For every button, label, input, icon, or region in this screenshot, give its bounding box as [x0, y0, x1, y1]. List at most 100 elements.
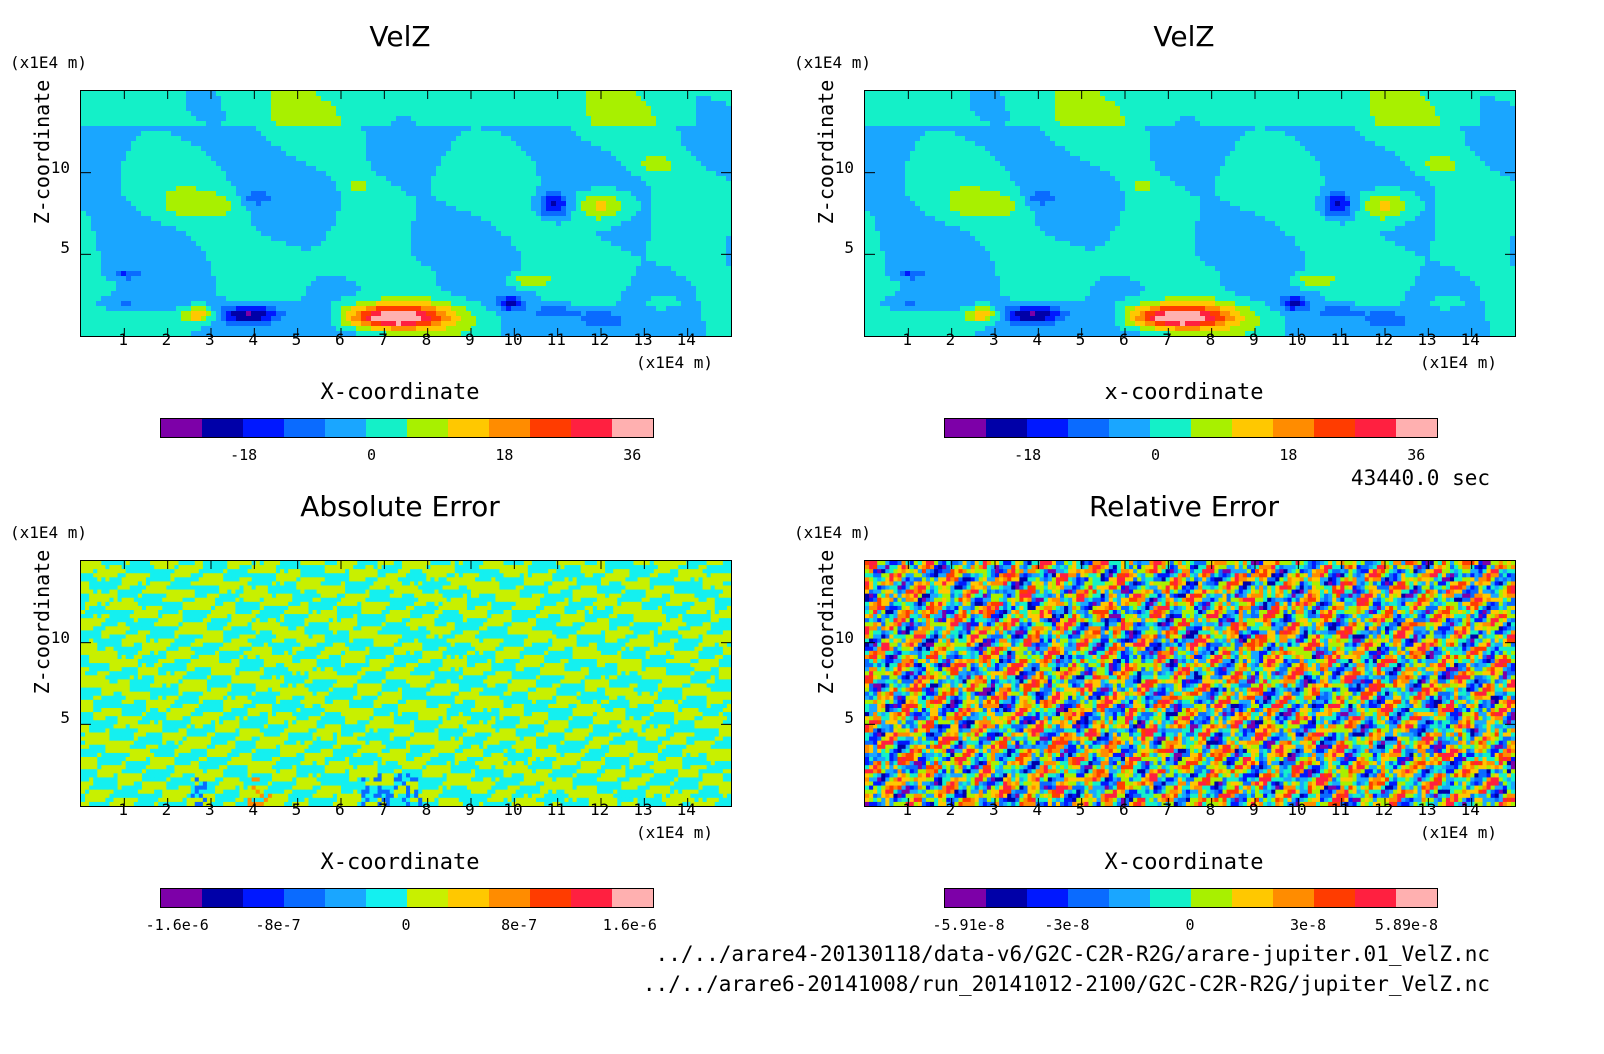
heatmap-cell: [581, 171, 587, 177]
heatmap-cell: [671, 196, 677, 202]
heatmap-cell: [436, 221, 442, 227]
heatmap-cell: [401, 126, 407, 132]
heatmap-cell: [596, 196, 602, 202]
heatmap-cell: [586, 266, 592, 272]
heatmap-cell: [611, 246, 617, 252]
heatmap-cell: [726, 226, 731, 232]
heatmap-cell: [446, 246, 452, 252]
heatmap-cell: [161, 216, 167, 222]
heatmap-cell: [586, 196, 592, 202]
heatmap-cell: [411, 206, 417, 212]
heatmap-cell: [301, 126, 307, 132]
heatmap-cell: [596, 181, 602, 187]
heatmap-cell: [656, 251, 662, 257]
heatmap-cell: [556, 266, 562, 272]
heatmap-cell: [91, 181, 97, 187]
heatmap-cell: [621, 271, 627, 277]
heatmap-cell: [136, 186, 142, 192]
heatmap-cell: [236, 201, 242, 207]
heatmap-cell: [591, 211, 597, 217]
heatmap-cell: [476, 106, 482, 112]
heatmap-cell: [701, 136, 707, 142]
heatmap-cell: [366, 236, 372, 242]
heatmap-cell: [641, 106, 647, 112]
heatmap-cell: [396, 276, 402, 282]
heatmap-cell: [516, 211, 522, 217]
heatmap-cell: [636, 201, 642, 207]
heatmap-cell: [451, 121, 457, 127]
heatmap-cell: [151, 211, 157, 217]
heatmap-cell: [231, 111, 237, 117]
heatmap-cell: [281, 136, 287, 142]
heatmap-cell: [566, 151, 572, 157]
heatmap-cell: [81, 261, 87, 267]
heatmap-cell: [101, 156, 107, 162]
heatmap-cell: [351, 146, 357, 152]
heatmap-cell: [131, 126, 137, 132]
heatmap-cell: [226, 146, 232, 152]
heatmap-cell: [136, 206, 142, 212]
heatmap-cell: [241, 121, 247, 127]
heatmap-cell: [306, 141, 312, 147]
heatmap-cell: [131, 276, 137, 282]
heatmap-cell: [511, 211, 517, 217]
heatmap-cell: [476, 166, 482, 172]
heatmap-cell: [631, 191, 637, 197]
heatmap-cell: [691, 116, 697, 122]
heatmap-cell: [676, 186, 682, 192]
heatmap-cell: [511, 126, 517, 132]
heatmap-cell: [301, 271, 307, 277]
heatmap-cell: [611, 141, 617, 147]
heatmap-cell: [406, 266, 412, 272]
heatmap-cell: [376, 176, 382, 182]
heatmap-cell: [626, 166, 632, 172]
heatmap-cell: [476, 191, 482, 197]
heatmap-cell: [166, 171, 172, 177]
heatmap-cell: [401, 186, 407, 192]
heatmap-cell: [506, 116, 512, 122]
heatmap-cell: [451, 156, 457, 162]
heatmap-cell: [116, 181, 122, 187]
heatmap-cell: [666, 251, 672, 257]
heatmap-cell: [321, 226, 327, 232]
heatmap-cell: [181, 266, 187, 272]
heatmap-cell: [456, 191, 462, 197]
heatmap-cell: [191, 206, 197, 212]
heatmap-cell: [386, 191, 392, 197]
heatmap-cell: [296, 241, 302, 247]
heatmap-cell: [541, 141, 547, 147]
heatmap-cell: [551, 221, 557, 227]
heatmap-cell: [456, 111, 462, 117]
heatmap-cell: [606, 276, 612, 282]
heatmap-cell: [486, 106, 492, 112]
heatmap-cell: [191, 96, 197, 102]
heatmap-cell: [236, 126, 242, 132]
heatmap-cell: [171, 166, 177, 172]
heatmap-cell: [306, 166, 312, 172]
heatmap-cell: [491, 276, 497, 282]
heatmap-cell: [331, 156, 337, 162]
heatmap-cell: [336, 121, 342, 127]
heatmap-cell: [256, 106, 262, 112]
heatmap-cell: [91, 136, 97, 142]
heatmap-cell: [186, 176, 192, 182]
heatmap-cell: [176, 236, 182, 242]
heatmap-cell: [661, 261, 667, 267]
heatmap-cell: [231, 201, 237, 207]
heatmap-cell: [566, 106, 572, 112]
heatmap-cell: [301, 246, 307, 252]
heatmap-cell: [581, 271, 587, 277]
heatmap-cell: [621, 151, 627, 157]
heatmap-cell: [291, 246, 297, 252]
heatmap-cell: [566, 206, 572, 212]
heatmap-cell: [676, 216, 682, 222]
heatmap-cell: [346, 121, 352, 127]
heatmap-cell: [141, 96, 147, 102]
heatmap-cell: [586, 221, 592, 227]
heatmap-cell: [546, 191, 552, 197]
heatmap-cell: [191, 136, 197, 142]
heatmap-cell: [611, 201, 617, 207]
heatmap-cell: [566, 166, 572, 172]
heatmap-cell: [206, 231, 212, 237]
heatmap-cell: [201, 276, 207, 282]
